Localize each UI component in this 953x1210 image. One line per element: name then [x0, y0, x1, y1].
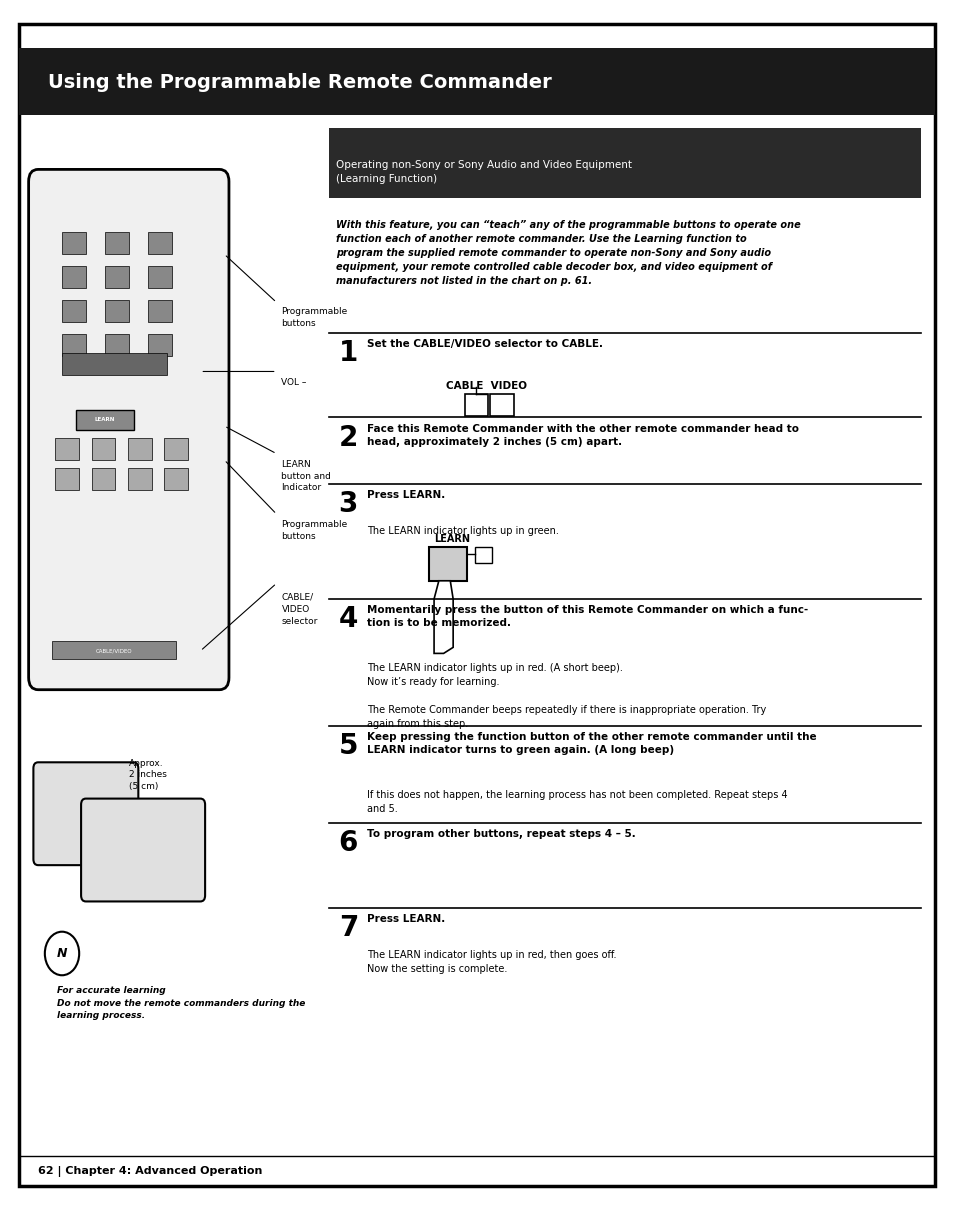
Bar [164, 438, 188, 460]
Circle shape [45, 932, 79, 975]
Bar [148, 266, 172, 288]
Text: Set the CABLE/VIDEO selector to CABLE.: Set the CABLE/VIDEO selector to CABLE. [367, 339, 602, 348]
Text: 3: 3 [338, 490, 357, 518]
Bar [475, 547, 492, 563]
Text: 5: 5 [338, 732, 357, 760]
Bar [429, 547, 467, 581]
Bar [76, 410, 133, 430]
Bar [148, 300, 172, 322]
Text: 2: 2 [338, 424, 357, 451]
Text: The LEARN indicator lights up in red. (A short beep).
Now it’s ready for learnin: The LEARN indicator lights up in red. (A… [367, 663, 766, 730]
Bar [52, 641, 176, 659]
Bar [19, 48, 934, 115]
Text: Approx.
2 inches
(5 cm): Approx. 2 inches (5 cm) [129, 759, 167, 791]
Bar [128, 438, 152, 460]
Text: Press LEARN.: Press LEARN. [367, 490, 445, 500]
FancyBboxPatch shape [33, 762, 138, 865]
Bar [105, 232, 129, 254]
Bar [62, 300, 86, 322]
Bar [164, 468, 188, 490]
Text: Programmable
buttons: Programmable buttons [281, 520, 347, 541]
Bar [38, 914, 305, 986]
Text: LEARN: LEARN [94, 417, 115, 422]
Bar [105, 334, 129, 356]
Text: Keep pressing the function button of the other remote commander until the
LEARN : Keep pressing the function button of the… [367, 732, 816, 755]
Text: To program other buttons, repeat steps 4 – 5.: To program other buttons, repeat steps 4… [367, 829, 636, 839]
Text: With this feature, you can “teach” any of the programmable buttons to operate on: With this feature, you can “teach” any o… [335, 220, 800, 287]
Text: Momentarily press the button of this Remote Commander on which a func-
tion is t: Momentarily press the button of this Rem… [367, 605, 808, 628]
Text: LEARN: LEARN [434, 535, 470, 545]
Bar [128, 468, 152, 490]
Text: Face this Remote Commander with the other remote commander head to
head, approxi: Face this Remote Commander with the othe… [367, 424, 799, 446]
Text: 7: 7 [338, 914, 357, 941]
Text: For accurate learning
Do not move the remote commanders during the
learning proc: For accurate learning Do not move the re… [57, 986, 305, 1020]
Text: LEARN
button and
Indicator: LEARN button and Indicator [281, 460, 331, 492]
Bar [490, 394, 514, 416]
Bar [62, 334, 86, 356]
Bar [62, 266, 86, 288]
Bar [55, 468, 79, 490]
Polygon shape [434, 581, 453, 653]
Text: Using the Programmable Remote Commander: Using the Programmable Remote Commander [48, 73, 551, 92]
Text: 6: 6 [338, 829, 357, 857]
Text: Operating non-Sony or Sony Audio and Video Equipment
(Learning Function): Operating non-Sony or Sony Audio and Vid… [335, 160, 631, 184]
FancyBboxPatch shape [29, 169, 229, 690]
FancyBboxPatch shape [81, 799, 205, 901]
Bar [91, 438, 115, 460]
Text: If this does not happen, the learning process has not been completed. Repeat ste: If this does not happen, the learning pr… [367, 790, 787, 814]
Text: CABLE  VIDEO: CABLE VIDEO [446, 381, 526, 391]
Bar [148, 334, 172, 356]
Text: The LEARN indicator lights up in red, then goes off.
Now the setting is complete: The LEARN indicator lights up in red, th… [367, 950, 617, 974]
Text: 1: 1 [338, 339, 357, 367]
Text: Press LEARN.: Press LEARN. [367, 914, 445, 923]
Bar [329, 128, 920, 198]
Bar [105, 266, 129, 288]
Bar [55, 438, 79, 460]
Bar [91, 468, 115, 490]
Text: The LEARN indicator lights up in green.: The LEARN indicator lights up in green. [367, 526, 558, 536]
Text: 4: 4 [338, 605, 357, 633]
Bar [105, 300, 129, 322]
Text: CABLE/
VIDEO
selector: CABLE/ VIDEO selector [281, 593, 317, 626]
Text: CABLE/VIDEO: CABLE/VIDEO [96, 649, 132, 653]
FancyBboxPatch shape [19, 24, 934, 1186]
Text: VOL –: VOL – [281, 378, 307, 386]
Text: 62 | Chapter 4: Advanced Operation: 62 | Chapter 4: Advanced Operation [38, 1165, 262, 1177]
Text: Programmable
buttons: Programmable buttons [281, 307, 347, 328]
Text: N: N [56, 947, 68, 960]
Bar [464, 394, 488, 416]
Bar [62, 353, 167, 375]
Bar [62, 232, 86, 254]
Bar [148, 232, 172, 254]
